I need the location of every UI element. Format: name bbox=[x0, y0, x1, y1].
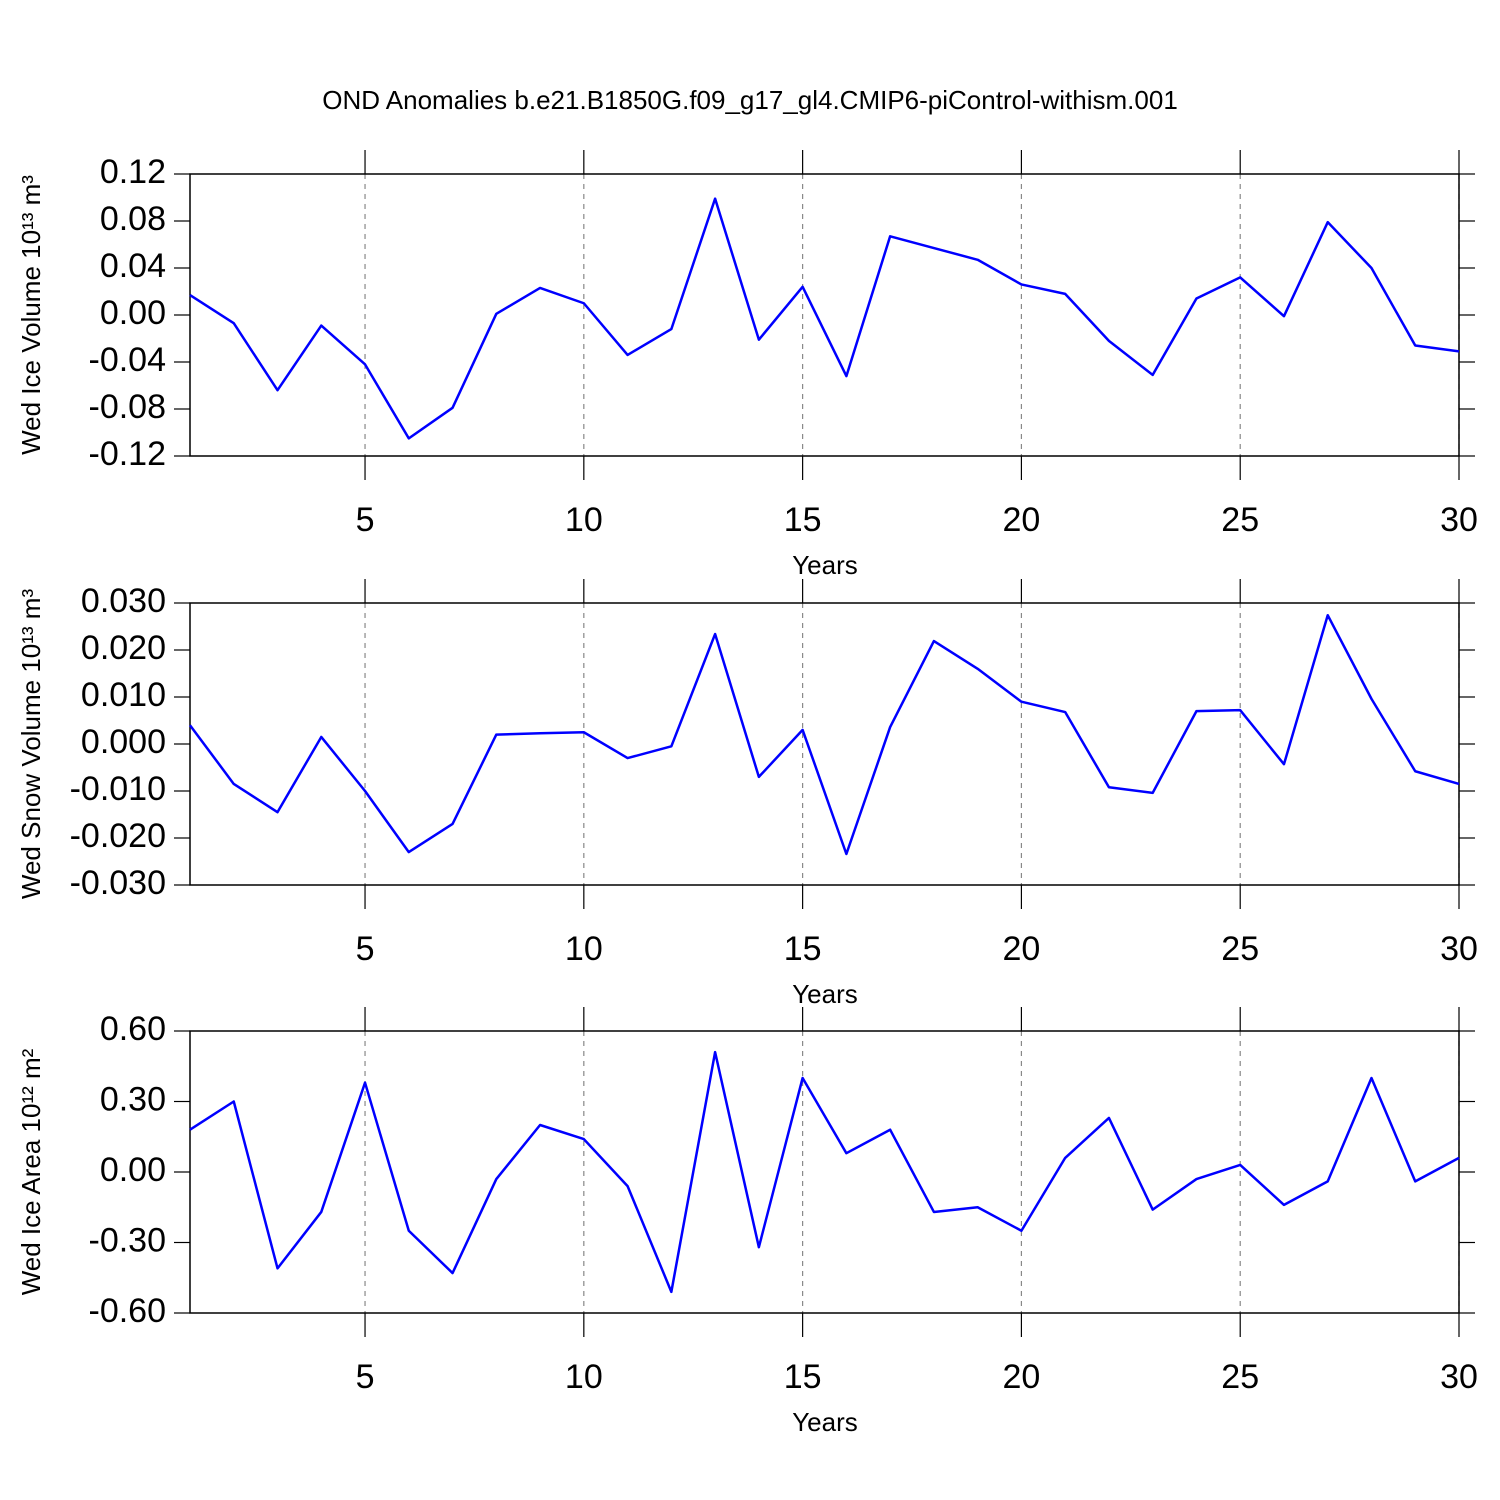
x-tick-label: 5 bbox=[356, 501, 375, 539]
y-tick-label: 0.030 bbox=[81, 582, 166, 620]
y-tick-label: -0.60 bbox=[89, 1292, 167, 1330]
y-tick-label: 0.30 bbox=[100, 1080, 166, 1118]
data-line bbox=[188, 613, 1460, 856]
x-tick-label: 20 bbox=[1002, 930, 1040, 968]
y-axis-label: Wed Snow Volume 10¹³ m³ bbox=[16, 589, 46, 900]
y-tick-label: 0.020 bbox=[81, 629, 166, 667]
y-tick-label: 0.12 bbox=[100, 153, 166, 191]
y-tick-label: -0.30 bbox=[89, 1221, 167, 1259]
x-tick-label: 10 bbox=[565, 501, 603, 539]
y-tick-label: 0.000 bbox=[81, 723, 166, 761]
x-tick-label: 15 bbox=[784, 930, 822, 968]
x-axis-label: Years bbox=[792, 550, 858, 580]
y-tick-label: 0.08 bbox=[100, 200, 166, 238]
x-tick-label: 5 bbox=[356, 930, 375, 968]
y-tick-label: -0.030 bbox=[70, 864, 166, 902]
x-tick-label: 10 bbox=[565, 930, 603, 968]
x-tick-label: 20 bbox=[1002, 1358, 1040, 1396]
y-tick-label: -0.12 bbox=[89, 435, 167, 473]
y-tick-label: 0.00 bbox=[100, 294, 166, 332]
y-tick-label: -0.08 bbox=[89, 388, 167, 426]
x-tick-label: 30 bbox=[1440, 501, 1478, 539]
x-tick-label: 30 bbox=[1440, 930, 1478, 968]
x-tick-label: 15 bbox=[784, 1358, 822, 1396]
y-axis-label: Wed Ice Volume 10¹³ m³ bbox=[16, 175, 46, 455]
y-tick-label: -0.04 bbox=[89, 341, 167, 379]
y-tick-label: -0.020 bbox=[70, 817, 166, 855]
data-line bbox=[189, 1050, 1460, 1294]
y-tick-label: 0.010 bbox=[81, 676, 166, 714]
y-tick-label: 0.60 bbox=[100, 1010, 166, 1048]
x-tick-label: 25 bbox=[1221, 1358, 1259, 1396]
x-tick-label: 30 bbox=[1440, 1358, 1478, 1396]
x-axis-label: Years bbox=[792, 1407, 858, 1437]
x-tick-label: 5 bbox=[356, 1358, 375, 1396]
y-axis-label: Wed Ice Area 10¹² m² bbox=[16, 1048, 46, 1295]
data-line bbox=[189, 197, 1460, 440]
y-tick-label: -0.010 bbox=[70, 770, 166, 808]
x-tick-label: 25 bbox=[1221, 930, 1259, 968]
x-axis-label: Years bbox=[792, 979, 858, 1009]
plot-frame bbox=[189, 1030, 1460, 1314]
x-tick-label: 10 bbox=[565, 1358, 603, 1396]
chart-title: OND Anomalies b.e21.B1850G.f09_g17_gl4.C… bbox=[322, 85, 1178, 115]
plot-frame bbox=[189, 602, 1460, 886]
plot-frame bbox=[189, 173, 1460, 457]
y-tick-label: 0.04 bbox=[100, 247, 166, 285]
y-tick-label: 0.00 bbox=[100, 1151, 166, 1189]
x-tick-label: 15 bbox=[784, 501, 822, 539]
x-tick-label: 25 bbox=[1221, 501, 1259, 539]
x-tick-label: 20 bbox=[1002, 501, 1040, 539]
